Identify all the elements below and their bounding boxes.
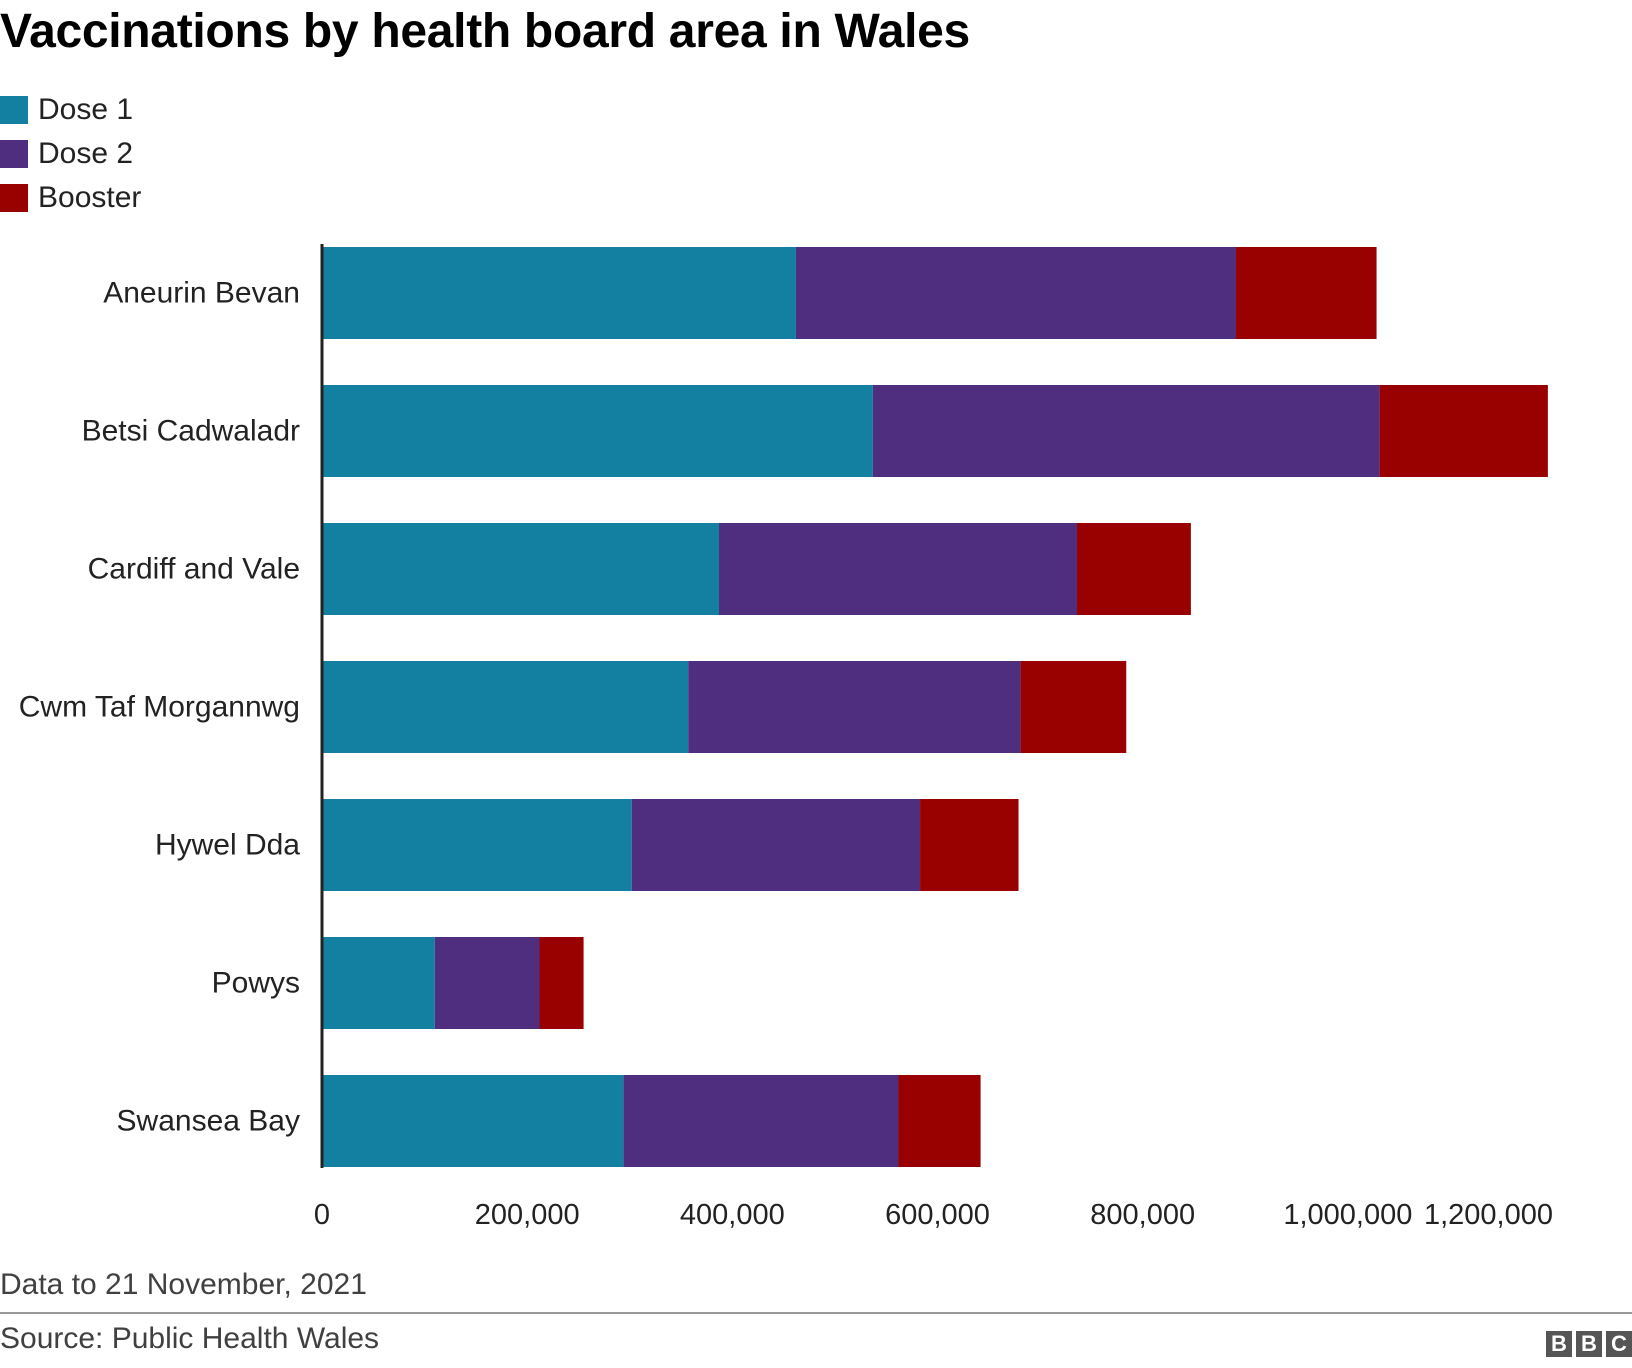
category-label: Hywel Dda xyxy=(155,829,300,862)
bbc-logo-letter: C xyxy=(1606,1331,1632,1357)
bar-hywel-dda-booster xyxy=(920,799,1019,891)
legend-swatch-dose-1 xyxy=(0,96,28,124)
x-tick-label: 200,000 xyxy=(475,1199,580,1231)
bar-betsi-cadwaladr-booster xyxy=(1379,385,1548,477)
bbc-logo-letter: B xyxy=(1576,1331,1602,1357)
bar-swansea-bay-booster xyxy=(898,1075,981,1167)
legend-swatch-booster xyxy=(0,184,28,212)
bar-cardiff-and-vale-booster xyxy=(1077,523,1191,615)
legend-label-dose-2: Dose 2 xyxy=(38,137,134,170)
bar-betsi-cadwaladr-dose-1 xyxy=(322,385,873,477)
bar-betsi-cadwaladr-dose-2 xyxy=(872,385,1380,477)
bar-powys-booster xyxy=(539,937,584,1029)
bar-powys-dose-1 xyxy=(322,937,435,1029)
x-tick-label: 1,000,000 xyxy=(1283,1199,1412,1231)
bar-hywel-dda-dose-2 xyxy=(631,799,921,891)
bar-swansea-bay-dose-1 xyxy=(322,1075,624,1167)
legend-item-booster: Booster xyxy=(0,176,141,220)
bbc-logo: B B C xyxy=(1546,1331,1632,1357)
bar-cwm-taf-morgannwg-booster xyxy=(1020,661,1127,753)
bar-aneurin-bevan-dose-1 xyxy=(322,247,796,339)
legend-item-dose-1: Dose 1 xyxy=(0,88,141,132)
chart-title: Vaccinations by health board area in Wal… xyxy=(0,5,970,58)
source-note: Source: Public Health Wales xyxy=(0,1322,380,1355)
bar-cwm-taf-morgannwg-dose-1 xyxy=(322,661,689,753)
bar-powys-dose-2 xyxy=(434,937,540,1029)
bar-chart: Aneurin Bevan Betsi Cadwaladr Cardiff and … xyxy=(19,244,1553,1231)
bar-aneurin-bevan-dose-2 xyxy=(795,247,1237,339)
x-tick-label: 800,000 xyxy=(1090,1199,1195,1231)
legend-swatch-dose-2 xyxy=(0,140,28,168)
x-tick-label: 1,200,000 xyxy=(1424,1199,1553,1231)
category-label: Swansea Bay xyxy=(117,1105,300,1138)
legend-label-dose-1: Dose 1 xyxy=(38,93,134,126)
x-tick-label: 600,000 xyxy=(885,1199,990,1231)
category-label: Cwm Taf Morgannwg xyxy=(19,691,300,724)
category-label: Powys xyxy=(212,967,300,1000)
category-label: Cardiff and Vale xyxy=(88,553,300,586)
bbc-logo-letter: B xyxy=(1546,1331,1572,1357)
bar-swansea-bay-dose-2 xyxy=(623,1075,899,1167)
x-tick-label: 400,000 xyxy=(680,1199,785,1231)
bar-hywel-dda-dose-1 xyxy=(322,799,632,891)
footer-divider xyxy=(0,1312,1632,1314)
x-tick-label: 0 xyxy=(314,1199,330,1231)
legend: Dose 1 Dose 2 Booster xyxy=(0,88,141,220)
bar-cwm-taf-morgannwg-dose-2 xyxy=(688,661,1021,753)
category-label: Aneurin Bevan xyxy=(103,277,300,310)
legend-label-booster: Booster xyxy=(38,181,142,214)
legend-item-dose-2: Dose 2 xyxy=(0,132,141,176)
bar-aneurin-bevan-booster xyxy=(1236,247,1377,339)
category-label: Betsi Cadwaladr xyxy=(82,415,300,448)
footnote: Data to 21 November, 2021 xyxy=(0,1268,367,1301)
bar-cardiff-and-vale-dose-2 xyxy=(718,523,1078,615)
bar-cardiff-and-vale-dose-1 xyxy=(322,523,719,615)
